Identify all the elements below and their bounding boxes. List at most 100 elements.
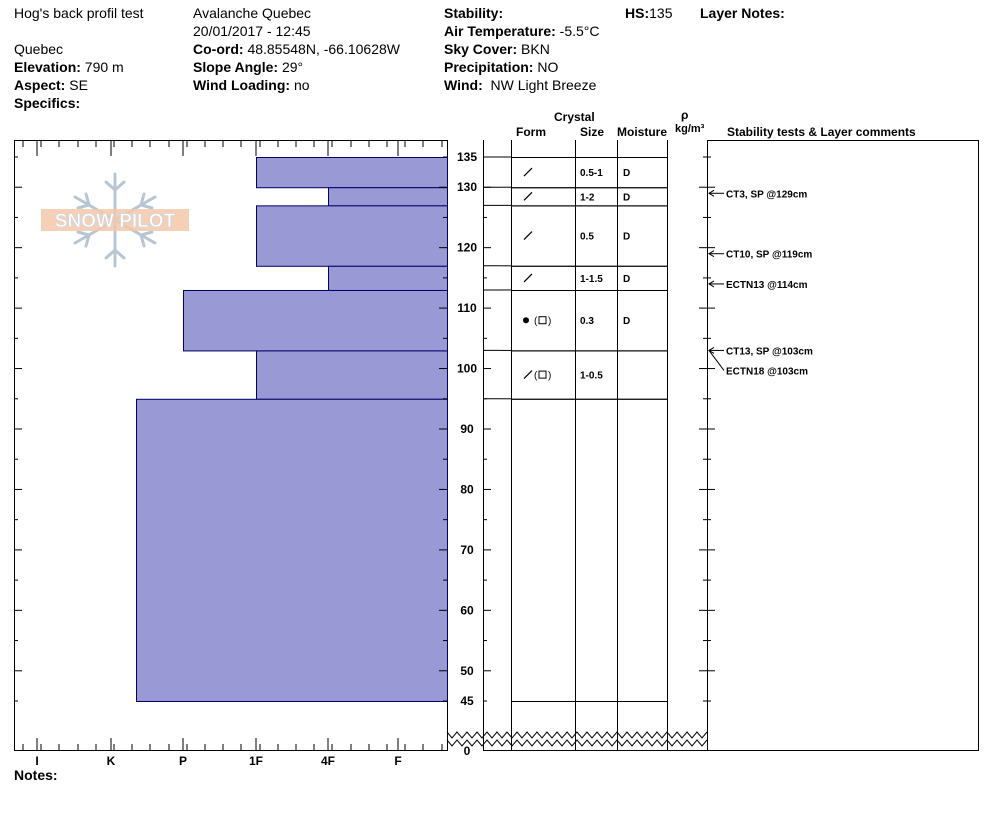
hardness-tick-label: I [35,754,38,768]
elevation-label: Elevation: [14,59,81,75]
slope-value: 29° [281,59,304,75]
wind-loading-value: no [293,77,310,93]
stability-test-label: ECTN18 @103cm [726,366,808,377]
crystal-form-symbol [523,167,533,177]
hardness-tick-label: 4F [321,754,335,768]
wind-value: NW Light Breeze [490,77,597,93]
height-tick-label: 100 [457,362,477,376]
crystal-size: 0.3 [580,316,594,327]
height-tick-label: 110 [457,301,477,315]
hs-label: HS: [625,5,650,21]
height-axis: 135 130 120 110 100 90 80 70 60 50 45 0 [14,150,715,758]
elevation-value: 790 m [84,59,124,75]
crystal-moisture: D [623,232,630,243]
air-temp-value: -5.5°C [559,23,600,39]
elevation-row: Elevation: 790 m [14,58,124,76]
region: Quebec [14,41,64,57]
crystal-moisture: D [623,168,630,179]
height-tick-label: 70 [460,543,474,557]
precip-row: Precipitation: NO [444,58,558,76]
hs-row: HS:135 [625,4,672,22]
test-arrowhead [708,250,715,258]
sky-row: Sky Cover: BKN [444,40,550,58]
snowpilot-logo: SNOW PILOT [41,172,189,268]
hardness-layer-bar [328,187,448,207]
slope-label: Slope Angle: [193,59,279,75]
stability-tests: CT3, SP @129cm CT10, SP @119cm ECTN13 @114… [708,189,813,377]
slope-row: Slope Angle: 29° [193,58,303,76]
hs-value: 135 [649,5,673,21]
hardness-layers [136,157,448,702]
svg-text:(: ( [534,316,538,327]
density-unit-header: kg/m³ [675,123,705,135]
hardness-tick-label: F [394,754,401,768]
crystal-size: 1-1.5 [580,274,603,285]
hardness-layer-bar [183,289,448,352]
stability-tests-header: Stability tests & Layer comments [727,125,916,139]
air-temp-row: Air Temperature: -5.5°C [444,22,600,40]
stability-test-label: CT10, SP @119cm [726,250,812,261]
logo-text: SNOW PILOT [55,211,176,232]
crystal-table [483,140,708,751]
hardness-layer-bar [256,157,448,189]
aspect-row: Aspect: SE [14,76,88,94]
crystal-size: 1-2 [580,192,595,203]
sky-value: BKN [521,41,550,57]
notes-label: Notes: [14,767,58,783]
stability-test-label: ECTN13 @114cm [726,280,808,291]
height-tick-label: 0 [464,744,471,758]
break-zigzag-bottom [446,739,708,747]
hardness-layer-bar [256,205,448,267]
datetime: 20/01/2017 - 12:45 [193,23,311,39]
height-tick-label: 130 [457,180,477,194]
stability-row: Stability: [444,4,503,22]
crystal-header: Crystal [554,110,595,124]
layer-notes-label: Layer Notes: [700,5,785,21]
svg-text:): ) [548,371,551,382]
comments-frame [707,140,979,751]
crystal-size: 1-0.5 [580,371,603,382]
break-zigzag-top [446,731,708,739]
crystal-size: 0.5-1 [580,168,603,179]
specifics-label: Specifics: [14,95,81,111]
aspect-label: Aspect: [14,77,66,93]
location-name: Hog's back profil test [14,5,144,21]
crystal-moisture: D [623,192,630,203]
height-tick-label: 135 [457,150,477,164]
height-tick-label: 60 [460,603,474,617]
height-tick-label: 80 [460,482,474,496]
crystal-rows: 0.5-1 D 1-2 D 0.5 D 1-1.5 D () 0.3 D () 1-0.5 [483,156,667,702]
wind-row: Wind: NW Light Breeze [444,76,596,94]
wind-loading-row: Wind Loading: no [193,76,310,94]
observer: Avalanche Quebec [193,5,312,21]
height-tick-label: 120 [457,241,477,255]
test-pointer [708,350,725,371]
hardness-axis: I K P 1F 4F F [22,140,443,768]
crystal-form-symbol: () [523,370,551,382]
stability-test-label: CT13, SP @103cm [726,346,813,357]
wind-loading-label: Wind Loading: [193,77,291,93]
test-arrowhead [708,280,715,288]
coord-row: Co-ord: 48.85548N, -66.10628W [193,40,400,58]
moisture-header: Moisture [617,125,668,139]
rho-header: ρ [681,108,689,122]
aspect-value: SE [69,77,88,93]
hardness-layer-bar [256,350,448,400]
coord-value: 48.85548N, -66.10628W [247,41,400,57]
hardness-layer-bar [328,265,448,291]
crystal-moisture: D [623,316,630,327]
specifics-row: Specifics: [14,94,80,112]
crystal-form-symbol [523,191,533,201]
precip-label: Precipitation: [444,59,534,75]
crystal-form-symbol [523,231,533,241]
crystal-size: 0.5 [580,232,594,243]
coord-label: Co-ord: [193,41,244,57]
stability-test-label: CT3, SP @129cm [726,189,807,200]
stability-label: Stability: [444,5,504,21]
crystal-form-symbol [523,273,533,283]
air-temp-label: Air Temperature: [444,23,556,39]
sky-label: Sky Cover: [444,41,518,57]
hardness-tick-label: K [107,754,116,768]
hardness-layer-bar [136,398,448,702]
